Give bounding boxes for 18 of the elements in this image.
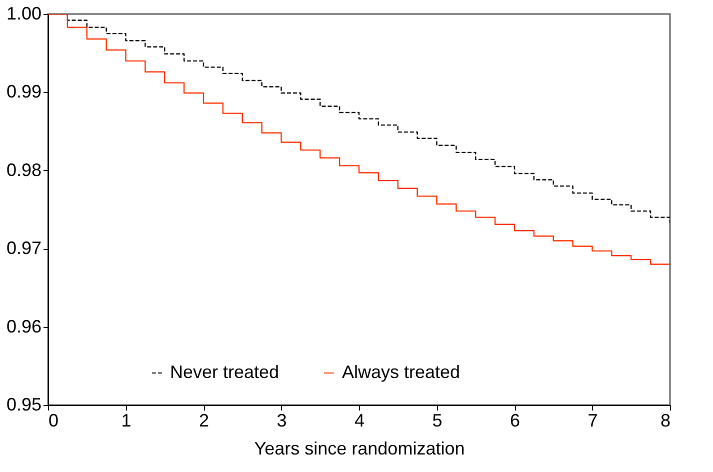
y-tick-label: 0.96 <box>6 316 42 336</box>
x-tick-label: 7 <box>588 410 598 430</box>
legend-label: Never treated <box>170 362 280 382</box>
x-tick-label: 1 <box>121 410 132 430</box>
x-tick-label: 4 <box>354 410 365 430</box>
x-tick-label: 5 <box>432 410 442 430</box>
x-tick-label: 2 <box>198 410 210 430</box>
legend-label: Always treated <box>342 362 460 382</box>
y-tick-label: 1.00 <box>6 4 42 24</box>
x-axis-title: Years since randomization <box>254 438 465 458</box>
y-tick-label: 0.97 <box>6 238 42 258</box>
y-tick-label: 0.99 <box>6 82 42 102</box>
x-tick-label: 0 <box>48 410 59 430</box>
x-tick-label: 8 <box>660 410 670 430</box>
y-tick-label: 0.98 <box>6 160 42 180</box>
x-tick-label: 6 <box>510 410 520 430</box>
x-tick-label: 3 <box>276 410 287 430</box>
y-tick-label: 0.95 <box>6 394 42 414</box>
